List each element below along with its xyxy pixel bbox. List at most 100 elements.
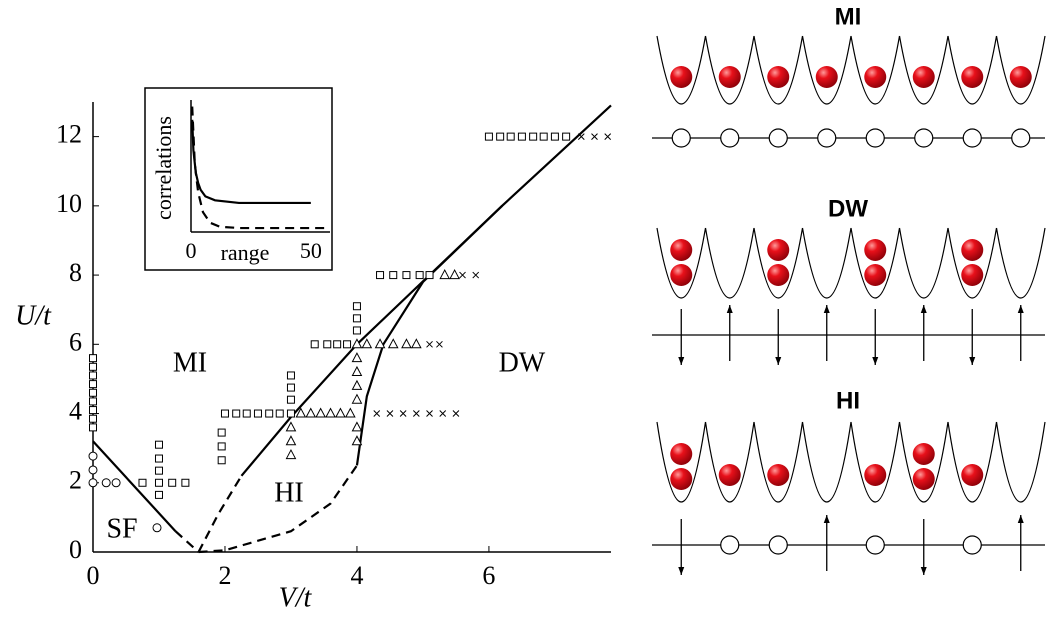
- square-marker: [89, 397, 97, 406]
- x-tick-label: 2: [218, 561, 231, 590]
- site-circle: [768, 128, 788, 148]
- particle: [670, 468, 693, 490]
- potential-well: [995, 227, 1046, 299]
- triangle-marker: [285, 449, 297, 460]
- arrow-head: [726, 305, 733, 313]
- inset-chart: 0 50 range correlations: [151, 100, 330, 265]
- arrow-head: [775, 357, 782, 365]
- triangle-marker: [325, 407, 336, 418]
- cross-marker: [373, 410, 381, 417]
- potential-well: [801, 227, 852, 299]
- potential-well: [947, 421, 998, 503]
- circle-marker: [111, 478, 121, 488]
- particle: [961, 239, 984, 261]
- boundary-line: [191, 119, 311, 205]
- particle: [912, 468, 935, 490]
- particle: [864, 239, 887, 261]
- potential-well: [947, 227, 998, 299]
- square-marker: [402, 271, 411, 280]
- square-marker: [352, 326, 361, 335]
- square-marker: [154, 466, 163, 475]
- particle: [670, 443, 693, 465]
- particle: [670, 66, 693, 88]
- triangle-marker: [411, 338, 422, 349]
- site-circle: [671, 128, 691, 148]
- panel-title: HI: [836, 387, 860, 414]
- cross-marker: [386, 410, 394, 417]
- triangle-marker: [335, 407, 346, 418]
- particle: [670, 239, 693, 261]
- cross-marker: [399, 410, 407, 417]
- triangle-marker: [315, 407, 326, 418]
- potential-well: [753, 227, 804, 299]
- potential-well: [898, 227, 949, 299]
- triangle-marker: [295, 407, 307, 418]
- circle-marker: [88, 465, 98, 475]
- square-marker: [415, 271, 424, 280]
- particle: [718, 66, 741, 88]
- square-marker: [154, 454, 163, 463]
- square-marker: [310, 340, 319, 349]
- inset-frame: [144, 87, 333, 271]
- triangle-marker: [285, 435, 297, 446]
- triangle-marker: [387, 338, 399, 349]
- potential-well: [753, 35, 804, 105]
- triangle-marker: [351, 365, 363, 376]
- triangle-marker: [345, 407, 356, 418]
- cross-marker: [591, 133, 598, 140]
- square-marker: [323, 340, 332, 349]
- square-marker: [217, 456, 226, 465]
- y-tick-label: 4: [69, 397, 82, 426]
- triangle-marker: [351, 435, 363, 446]
- square-marker: [496, 132, 505, 141]
- arrow-head: [823, 305, 830, 313]
- region-label: MI: [173, 347, 207, 378]
- y-tick-label: 0: [69, 535, 82, 564]
- square-marker: [217, 442, 226, 451]
- potential-well: [656, 227, 707, 299]
- triangle-marker: [351, 421, 363, 432]
- particle: [864, 264, 887, 286]
- site-circle: [914, 128, 934, 148]
- particle: [1009, 66, 1032, 88]
- potential-well: [850, 227, 901, 299]
- x-axis-label: range: [221, 240, 270, 265]
- particle: [864, 66, 887, 88]
- potential-well: [801, 35, 852, 105]
- square-marker: [343, 340, 352, 349]
- square-marker: [539, 132, 548, 141]
- potential-well: [656, 35, 707, 105]
- y-tick-label: 10: [56, 189, 82, 218]
- square-marker: [376, 271, 385, 280]
- triangle-marker: [351, 393, 363, 404]
- square-marker: [484, 132, 493, 141]
- panel-title: DW: [828, 195, 868, 222]
- square-marker: [154, 478, 163, 487]
- cross-marker: [472, 271, 480, 279]
- triangle-marker: [439, 269, 451, 280]
- site-circle: [768, 535, 788, 555]
- square-marker: [253, 409, 262, 418]
- potential-well: [850, 421, 901, 503]
- site-circle: [865, 535, 885, 555]
- potential-well: [850, 35, 901, 105]
- cross-marker: [577, 133, 585, 140]
- x-tick-label: 50: [300, 238, 322, 263]
- cross-marker: [452, 410, 460, 417]
- potential-well: [704, 227, 755, 299]
- square-marker: [562, 132, 571, 141]
- square-marker: [89, 423, 97, 432]
- site-circle: [1011, 128, 1031, 148]
- particle: [912, 443, 935, 465]
- cross-marker: [412, 410, 420, 417]
- square-marker: [138, 478, 147, 487]
- y-tick-label: 8: [69, 258, 82, 287]
- square-marker: [333, 340, 342, 349]
- boundary-line: [198, 464, 358, 554]
- triangle-marker: [361, 338, 373, 349]
- square-marker: [154, 440, 163, 449]
- arrow-head: [1017, 515, 1024, 523]
- square-marker: [286, 383, 295, 392]
- particle: [815, 66, 838, 88]
- panel-title: MI: [835, 3, 862, 30]
